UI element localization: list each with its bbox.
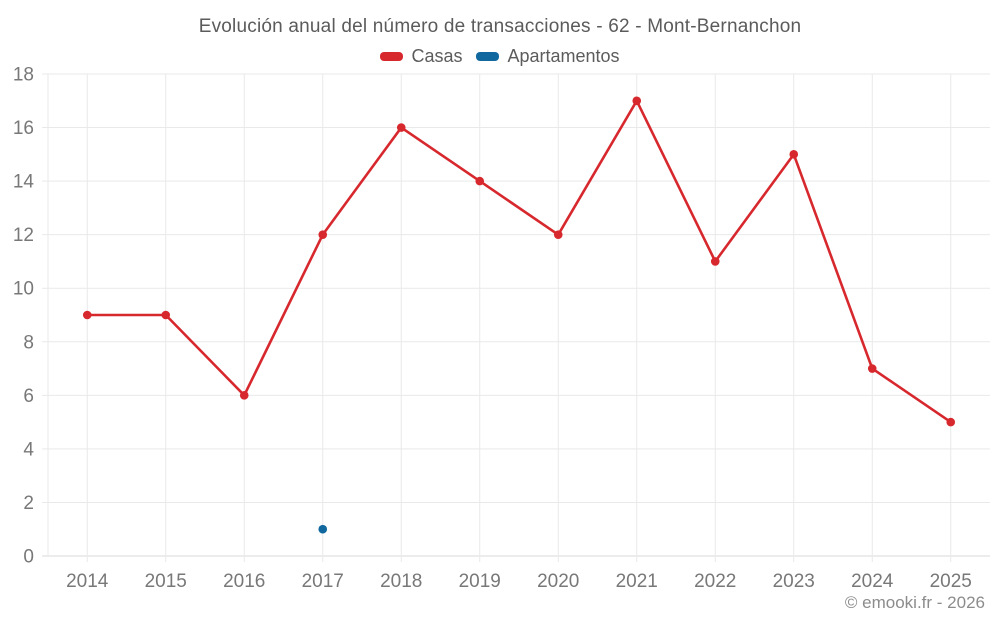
x-axis-tick-label: 2022 bbox=[694, 571, 736, 592]
x-axis-tick-label: 2017 bbox=[302, 571, 344, 592]
attribution: © emooki.fr - 2026 bbox=[844, 593, 985, 612]
y-axis-tick-label: 14 bbox=[13, 172, 35, 193]
data-point-casas-2014[interactable] bbox=[82, 310, 92, 320]
data-point-casas-2015[interactable] bbox=[161, 310, 171, 320]
x-axis-tick-label: 2020 bbox=[537, 571, 579, 592]
x-axis-tick-label: 2014 bbox=[66, 571, 109, 592]
data-point-casas-2022[interactable] bbox=[710, 257, 720, 266]
y-axis-tick-label: 16 bbox=[13, 118, 34, 139]
legend: Casas Apartamentos bbox=[0, 46, 1000, 67]
x-axis-tick-label: 2024 bbox=[851, 571, 894, 592]
series-line-casas bbox=[85, 99, 953, 424]
y-axis-tick-label: 8 bbox=[23, 332, 34, 353]
y-axis-tick-label: 12 bbox=[13, 225, 34, 246]
x-axis-tick-label: 2015 bbox=[145, 571, 187, 592]
legend-label-apartamentos: Apartamentos bbox=[507, 46, 620, 66]
legend-swatch-apartamentos-icon bbox=[476, 52, 500, 61]
y-axis-tick-label: 2 bbox=[23, 493, 34, 514]
legend-item-apartamentos[interactable]: Apartamentos bbox=[476, 46, 620, 67]
data-point-casas-2021[interactable] bbox=[632, 96, 642, 106]
data-point-casas-2024[interactable] bbox=[867, 364, 877, 373]
legend-swatch-casas-icon bbox=[380, 52, 404, 61]
data-point-casas-2025[interactable] bbox=[946, 417, 956, 427]
x-axis-tick-label: 2023 bbox=[773, 571, 815, 592]
y-axis-tick-label: 4 bbox=[23, 439, 34, 460]
x-axis-tick-label: 2016 bbox=[223, 571, 265, 592]
legend-item-casas[interactable]: Casas bbox=[380, 46, 462, 67]
data-point-apartamentos-2017[interactable] bbox=[318, 524, 328, 534]
y-axis-tick-label: 0 bbox=[23, 547, 34, 568]
data-point-casas-2018[interactable] bbox=[396, 123, 406, 132]
x-axis-tick-label: 2019 bbox=[459, 571, 501, 592]
chart-title: Evolución anual del número de transaccio… bbox=[198, 16, 802, 37]
data-point-casas-2016[interactable] bbox=[239, 391, 249, 400]
y-axis-tick-label: 18 bbox=[13, 65, 34, 86]
data-point-casas-2020[interactable] bbox=[553, 230, 563, 239]
data-point-casas-2017[interactable] bbox=[318, 230, 328, 239]
y-axis-tick-label: 10 bbox=[13, 279, 34, 300]
legend-label-casas: Casas bbox=[411, 46, 463, 66]
x-axis-tick-label: 2021 bbox=[616, 571, 658, 592]
x-axis-tick-label: 2018 bbox=[380, 571, 422, 592]
data-point-casas-2019[interactable] bbox=[475, 176, 485, 186]
data-point-casas-2023[interactable] bbox=[789, 150, 799, 159]
x-axis-tick-label: 2025 bbox=[930, 571, 972, 592]
y-axis-tick-label: 6 bbox=[23, 386, 34, 407]
